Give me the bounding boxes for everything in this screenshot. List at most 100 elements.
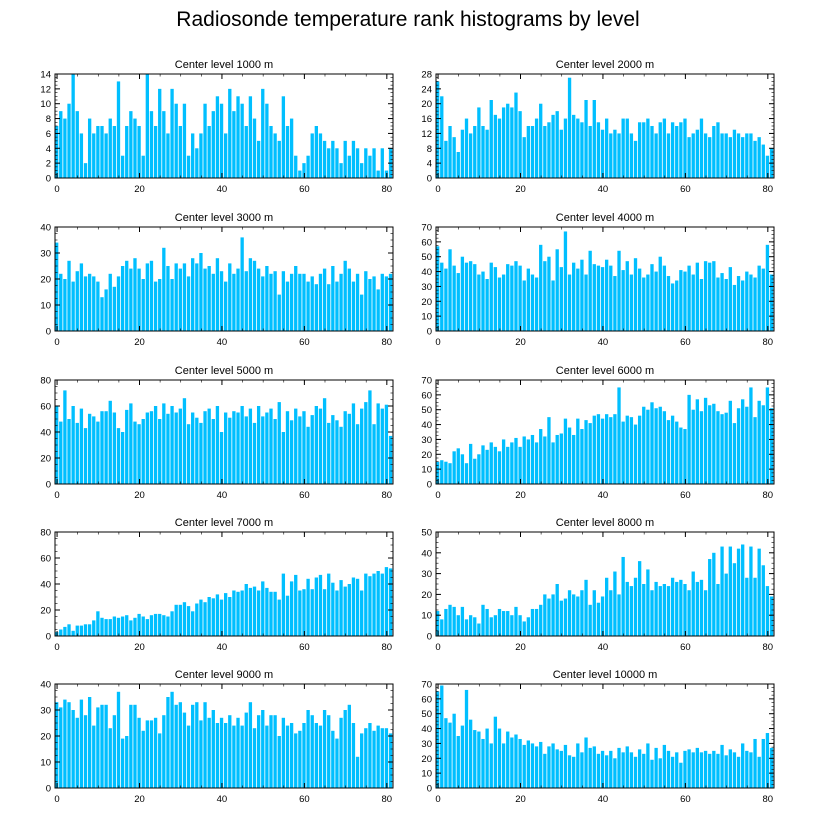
histogram-bar	[534, 608, 539, 636]
histogram-bar	[261, 710, 265, 788]
histogram-bar	[703, 590, 708, 636]
histogram-bar	[477, 454, 481, 484]
histogram-bar	[699, 579, 704, 636]
histogram-bar	[368, 390, 372, 484]
histogram-bar	[277, 599, 281, 636]
histogram-bar	[613, 758, 617, 788]
histogram-bar	[277, 402, 281, 484]
histogram-bar	[452, 606, 456, 636]
histogram-bar	[448, 126, 452, 178]
histogram-bar	[625, 746, 629, 788]
histogram-bar	[335, 420, 339, 484]
histogram-bar	[728, 137, 732, 178]
histogram-bar	[456, 736, 460, 788]
histogram-bar	[219, 103, 224, 178]
histogram-bar	[199, 720, 203, 788]
histogram-bar	[141, 419, 145, 484]
histogram-bar	[749, 546, 753, 636]
histogram-bar	[493, 716, 498, 788]
histogram-bar	[211, 273, 215, 331]
histogram-bar	[92, 620, 96, 636]
histogram-bar	[683, 750, 687, 788]
histogram-bar	[355, 273, 360, 331]
histogram-bar	[452, 265, 456, 331]
x-tick-label: 20	[515, 184, 526, 195]
histogram-bar	[199, 253, 203, 331]
panel-2: Center level 2000 m 0 4 8 12 16 20 24 28 0 20 40 60 8…	[421, 59, 775, 195]
histogram-bar	[633, 577, 638, 636]
histogram-bar	[662, 411, 667, 484]
histogram-bar	[658, 256, 662, 331]
histogram-bar	[310, 715, 314, 788]
histogram-bar	[67, 624, 71, 636]
histogram-bar	[757, 756, 761, 788]
histogram-bar	[207, 717, 211, 788]
histogram-bar	[708, 137, 712, 178]
histogram-bar	[753, 577, 757, 636]
x-tick-label: 40	[598, 337, 609, 348]
histogram-bar	[757, 265, 761, 331]
histogram-bar	[749, 752, 753, 788]
histogram-bar	[364, 148, 368, 178]
histogram-bar	[59, 273, 63, 331]
histogram-bar	[343, 260, 347, 331]
histogram-bar	[310, 589, 314, 636]
y-tick-label: 30	[421, 739, 432, 750]
histogram-bar	[448, 722, 452, 788]
histogram-bar	[372, 424, 376, 484]
histogram-bar	[331, 415, 335, 484]
histogram-bar	[444, 268, 448, 331]
y-tick-label: 20	[421, 450, 432, 461]
histogram-bar	[460, 129, 465, 178]
histogram-bar	[355, 756, 360, 788]
histogram-bar	[203, 602, 207, 636]
histogram-bar	[252, 118, 257, 178]
histogram-bar	[675, 421, 679, 484]
x-tick-label: 20	[134, 184, 145, 195]
histogram-bar	[613, 571, 617, 636]
histogram-bar	[335, 148, 339, 178]
histogram-bar	[440, 96, 444, 178]
histogram-bar	[100, 617, 104, 636]
histogram-bar	[289, 118, 294, 178]
histogram-bar	[741, 743, 745, 788]
histogram-bar	[384, 728, 389, 788]
histogram-bar	[625, 118, 629, 178]
y-tick-label: 40	[40, 580, 51, 591]
histogram-bar	[666, 420, 671, 484]
histogram-bar	[609, 750, 613, 788]
histogram-bar	[448, 463, 452, 484]
x-tick-label: 80	[763, 794, 774, 805]
histogram-bar	[195, 603, 199, 636]
panel-title: Center level 6000 m	[556, 365, 654, 377]
histogram-bar	[761, 738, 765, 788]
histogram-bar	[724, 133, 728, 178]
bars	[436, 685, 774, 788]
histogram-bar	[149, 411, 154, 484]
histogram-bar	[256, 715, 261, 788]
y-tick-label: 0	[427, 480, 432, 491]
x-tick-label: 60	[299, 184, 310, 195]
histogram-bar	[464, 118, 469, 178]
panel-title: Center level 8000 m	[556, 517, 654, 529]
histogram-bar	[133, 421, 137, 484]
histogram-bar	[592, 746, 596, 788]
histogram-bar	[716, 753, 720, 788]
histogram-bar	[116, 617, 121, 636]
histogram-bar	[666, 750, 671, 788]
histogram-bar	[646, 118, 650, 178]
histogram-bar	[314, 723, 318, 788]
histogram-bar	[679, 579, 683, 636]
histogram-bar	[182, 398, 187, 484]
histogram-bar	[765, 244, 770, 331]
histogram-bar	[240, 590, 244, 636]
histogram-bar	[654, 133, 658, 178]
histogram-bar	[534, 118, 539, 178]
histogram-bar	[580, 429, 584, 484]
histogram-bar	[195, 417, 199, 484]
histogram-bar	[621, 118, 625, 178]
histogram-bar	[195, 148, 199, 178]
histogram-bar	[753, 277, 757, 331]
bars	[436, 77, 774, 178]
histogram-bar	[199, 133, 203, 178]
